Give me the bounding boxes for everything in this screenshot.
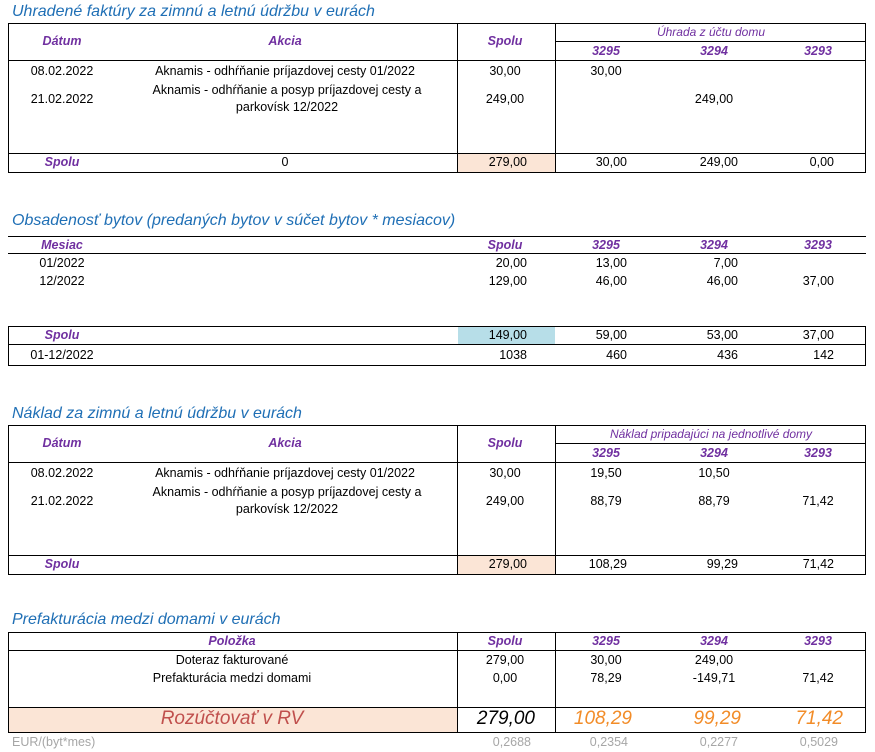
footer-value-3293: 37,00 xyxy=(802,328,834,342)
header-total: Spolu xyxy=(487,238,523,252)
row-month: 01/2022 xyxy=(39,256,85,270)
row-total: 129,00 xyxy=(488,274,527,288)
row-value-3295: 13,00 xyxy=(595,256,627,270)
row-total: 0,00 xyxy=(492,671,518,685)
header-house-3294: 3294 xyxy=(700,634,728,648)
header-date: Dátum xyxy=(42,34,82,48)
header-group-cost: Náklad pripadajúci na jednotlivé domy xyxy=(609,427,813,441)
row-date: 21.02.2022 xyxy=(30,494,94,508)
row-value-3293: 37,00 xyxy=(802,274,834,288)
final-total: 279,00 xyxy=(476,708,535,729)
footer-value-3295: 108,29 xyxy=(588,557,627,571)
row-value-3295: 46,00 xyxy=(595,274,627,288)
row-value-3294: 249,00 xyxy=(694,653,734,667)
row-action: Aknamis - odhŕňanie a posyp príjazdovej … xyxy=(152,83,422,114)
period-value-3294: 436 xyxy=(717,348,738,362)
footer-label: Spolu xyxy=(44,557,80,571)
ratio-label: EUR/(byt*mes) xyxy=(12,735,96,749)
period-value-3293: 142 xyxy=(813,348,834,362)
header-month: Mesiac xyxy=(41,238,83,252)
row-value-3294: 7,00 xyxy=(713,256,738,270)
section-title-occupancy: Obsadenosť bytov (predaných bytov v súče… xyxy=(12,212,456,229)
final-value-3293: 71,42 xyxy=(795,708,843,729)
row-total: 249,00 xyxy=(485,92,525,106)
header-item: Položka xyxy=(208,634,256,648)
row-total: 20,00 xyxy=(495,256,527,270)
period-label: 01-12/2022 xyxy=(30,348,94,362)
footer-value-3295: 59,00 xyxy=(595,328,627,342)
row-value-3293: 71,42 xyxy=(802,494,834,508)
row-date: 08.02.2022 xyxy=(30,64,94,78)
section-title-reinvoicing: Prefakturácia medzi domami v eurách xyxy=(12,611,281,628)
cost-table xyxy=(8,425,866,575)
footer-label: Spolu xyxy=(44,155,80,169)
footer-value-3294: 99,29 xyxy=(706,557,738,571)
header-action: Akcia xyxy=(268,436,302,450)
section-title-paid-invoices: Uhradené faktúry za zimnú a letnú údržbu… xyxy=(12,3,375,20)
ratio-value-3293: 0,5029 xyxy=(799,735,838,749)
row-value-3294: 10,50 xyxy=(698,466,730,480)
row-total: 249,00 xyxy=(485,494,525,508)
footer-total: 149,00 xyxy=(488,328,527,342)
footer-action: 0 xyxy=(281,155,289,169)
header-group-payment: Úhrada z účtu domu xyxy=(656,25,766,39)
final-label: Rozúčtovať v RV xyxy=(160,708,304,729)
final-value-3294: 99,29 xyxy=(693,708,741,729)
footer-total: 279,00 xyxy=(488,557,527,571)
row-item: Prefakturácia medzi domami xyxy=(152,671,312,685)
header-house-3295: 3295 xyxy=(592,238,620,252)
row-value-3295: 78,29 xyxy=(590,671,622,685)
ratio-value-3294: 0,2277 xyxy=(699,735,738,749)
row-action: Aknamis - odhŕňanie príjazdovej cesty 01… xyxy=(155,64,415,78)
row-total: 30,00 xyxy=(489,64,521,78)
header-action: Akcia xyxy=(268,34,302,48)
reinvoicing-table xyxy=(8,632,866,733)
row-value-3295: 19,50 xyxy=(590,466,622,480)
row-total: 30,00 xyxy=(489,466,521,480)
row-action: Aknamis - odhŕňanie a posyp príjazdovej … xyxy=(152,485,422,516)
footer-value-3293: 0,00 xyxy=(809,155,834,169)
footer-value-3293: 71,42 xyxy=(802,557,834,571)
header-house-3295: 3295 xyxy=(592,634,620,648)
header-total: Spolu xyxy=(487,34,523,48)
header-date: Dátum xyxy=(42,436,82,450)
paid-invoices-table xyxy=(8,23,866,173)
row-value-3293: 71,42 xyxy=(802,671,834,685)
row-value-3295: 30,00 xyxy=(590,653,622,667)
row-value-3295: 30,00 xyxy=(590,64,622,78)
footer-value-3294: 249,00 xyxy=(699,155,738,169)
header-total: Spolu xyxy=(487,634,523,648)
header-total: Spolu xyxy=(487,436,523,450)
header-house-3293: 3293 xyxy=(804,446,832,460)
header-house-3295: 3295 xyxy=(592,446,620,460)
footer-label: Spolu xyxy=(44,328,80,342)
row-month: 12/2022 xyxy=(39,274,85,288)
row-value-3294: -149,71 xyxy=(692,671,736,685)
row-item: Doteraz fakturované xyxy=(175,653,289,667)
ratio-value-3295: 0,2354 xyxy=(589,735,628,749)
header-house-3294: 3294 xyxy=(700,44,728,58)
section-title-cost: Náklad za zimnú a letnú údržbu v eurách xyxy=(12,405,302,422)
footer-value-3295: 30,00 xyxy=(595,155,627,169)
header-house-3294: 3294 xyxy=(700,446,728,460)
header-house-3293: 3293 xyxy=(804,238,832,252)
row-date: 08.02.2022 xyxy=(30,466,94,480)
row-value-3294: 249,00 xyxy=(694,92,734,106)
row-action: Aknamis - odhŕňanie príjazdovej cesty 01… xyxy=(155,466,415,480)
row-value-3295: 88,79 xyxy=(590,494,622,508)
header-house-3293: 3293 xyxy=(804,44,832,58)
ratio-total: 0,2688 xyxy=(492,735,531,749)
row-value-3294: 88,79 xyxy=(698,494,730,508)
period-total: 1038 xyxy=(499,348,527,362)
row-total: 279,00 xyxy=(485,653,525,667)
footer-value-3294: 53,00 xyxy=(706,328,738,342)
header-house-3295: 3295 xyxy=(592,44,620,58)
row-date: 21.02.2022 xyxy=(30,92,94,106)
footer-total: 279,00 xyxy=(488,155,527,169)
final-value-3295: 108,29 xyxy=(573,708,632,729)
header-house-3293: 3293 xyxy=(804,634,832,648)
period-value-3295: 460 xyxy=(606,348,627,362)
header-house-3294: 3294 xyxy=(700,238,728,252)
row-value-3294: 46,00 xyxy=(706,274,738,288)
